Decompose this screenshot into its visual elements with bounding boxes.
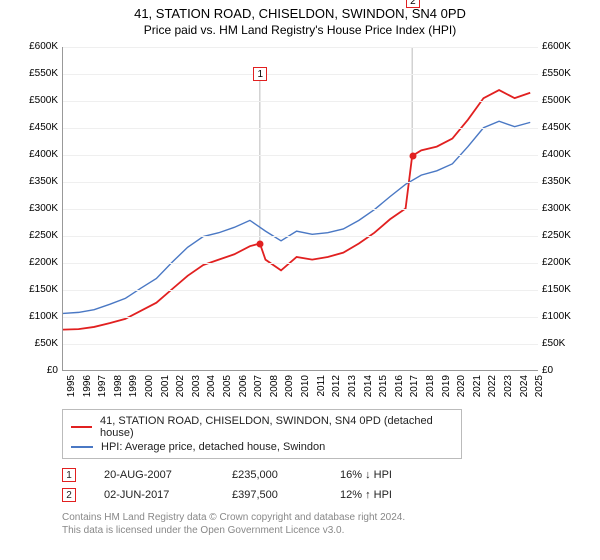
y-axis-label-left: £150K bbox=[20, 284, 58, 295]
y-axis-label-left: £550K bbox=[20, 68, 58, 79]
y-axis-label-left: £100K bbox=[20, 311, 58, 322]
x-axis-label: 2018 bbox=[425, 375, 436, 405]
sale-dot bbox=[409, 153, 416, 160]
y-axis-label-right: £100K bbox=[542, 311, 580, 322]
y-axis-label-right: £600K bbox=[542, 41, 580, 52]
sale-diff: 12% ↑ HPI bbox=[340, 489, 420, 501]
sale-marker-box: 1 bbox=[253, 67, 267, 81]
sale-date: 02-JUN-2017 bbox=[104, 489, 204, 501]
sale-diff: 16% ↓ HPI bbox=[340, 469, 420, 481]
x-axis-label: 1996 bbox=[82, 375, 93, 405]
legend-label: HPI: Average price, detached house, Swin… bbox=[101, 441, 325, 453]
x-axis-label: 2009 bbox=[284, 375, 295, 405]
chart-area: 12 £0 £0 £50K £50K £100K £100K £150K £150K £200K… bbox=[20, 43, 580, 403]
y-axis-label-left: £200K bbox=[20, 257, 58, 268]
y-axis-label-left: £250K bbox=[20, 230, 58, 241]
y-axis-label-left: £500K bbox=[20, 95, 58, 106]
x-axis-label: 2022 bbox=[487, 375, 498, 405]
sale-price: £235,000 bbox=[232, 469, 312, 481]
sale-price: £397,500 bbox=[232, 489, 312, 501]
y-axis-label-right: £300K bbox=[542, 203, 580, 214]
x-axis-label: 2025 bbox=[534, 375, 545, 405]
y-axis-label-right: £0 bbox=[542, 365, 580, 376]
y-axis-label-right: £500K bbox=[542, 95, 580, 106]
x-axis-label: 1997 bbox=[97, 375, 108, 405]
plot-region: 12 bbox=[62, 47, 538, 371]
legend-swatch bbox=[71, 426, 92, 428]
y-axis-label-left: £400K bbox=[20, 149, 58, 160]
legend-item: 41, STATION ROAD, CHISELDON, SWINDON, SN… bbox=[71, 414, 453, 440]
x-axis-label: 2011 bbox=[316, 375, 327, 405]
footer: Contains HM Land Registry data © Crown c… bbox=[20, 505, 580, 537]
y-axis-label-right: £150K bbox=[542, 284, 580, 295]
x-axis-label: 2007 bbox=[253, 375, 264, 405]
series-line bbox=[63, 121, 530, 313]
sale-dot bbox=[257, 241, 264, 248]
x-axis-label: 2005 bbox=[222, 375, 233, 405]
legend: 41, STATION ROAD, CHISELDON, SWINDON, SN… bbox=[62, 409, 462, 459]
chart-title: 41, STATION ROAD, CHISELDON, SWINDON, SN… bbox=[0, 0, 600, 21]
x-axis-label: 2023 bbox=[503, 375, 514, 405]
x-axis-label: 2006 bbox=[238, 375, 249, 405]
y-axis-label-right: £350K bbox=[542, 176, 580, 187]
x-axis-label: 2008 bbox=[269, 375, 280, 405]
y-axis-label-right: £400K bbox=[542, 149, 580, 160]
x-axis-label: 2001 bbox=[160, 375, 171, 405]
sale-row: 1 20-AUG-2007 £235,000 16% ↓ HPI bbox=[20, 465, 580, 485]
y-axis-label-left: £350K bbox=[20, 176, 58, 187]
x-axis-label: 2020 bbox=[456, 375, 467, 405]
y-axis-label-right: £450K bbox=[542, 122, 580, 133]
x-axis-label: 2012 bbox=[331, 375, 342, 405]
sale-row: 2 02-JUN-2017 £397,500 12% ↑ HPI bbox=[20, 485, 580, 505]
y-axis-label-left: £0 bbox=[20, 365, 58, 376]
y-axis-label-right: £50K bbox=[542, 338, 580, 349]
info-block: 41, STATION ROAD, CHISELDON, SWINDON, SN… bbox=[20, 409, 580, 537]
y-axis-label-left: £600K bbox=[20, 41, 58, 52]
y-axis-label-right: £200K bbox=[542, 257, 580, 268]
legend-swatch bbox=[71, 446, 93, 448]
y-axis-label-left: £50K bbox=[20, 338, 58, 349]
x-axis-label: 2004 bbox=[206, 375, 217, 405]
x-axis-label: 2017 bbox=[409, 375, 420, 405]
sale-marker-box: 2 bbox=[406, 0, 420, 8]
x-axis-label: 2024 bbox=[519, 375, 530, 405]
x-axis-label: 2003 bbox=[191, 375, 202, 405]
sale-index-box: 2 bbox=[62, 488, 76, 502]
x-axis-label: 2015 bbox=[378, 375, 389, 405]
footer-line-2: This data is licensed under the Open Gov… bbox=[62, 524, 580, 537]
y-axis-label-left: £300K bbox=[20, 203, 58, 214]
x-axis-label: 2019 bbox=[441, 375, 452, 405]
legend-label: 41, STATION ROAD, CHISELDON, SWINDON, SN… bbox=[100, 415, 453, 439]
x-axis-label: 2016 bbox=[394, 375, 405, 405]
x-axis-label: 2010 bbox=[300, 375, 311, 405]
x-axis-label: 2014 bbox=[363, 375, 374, 405]
x-axis-label: 2021 bbox=[472, 375, 483, 405]
y-axis-label-right: £250K bbox=[542, 230, 580, 241]
sale-date: 20-AUG-2007 bbox=[104, 469, 204, 481]
x-axis-label: 2002 bbox=[175, 375, 186, 405]
x-axis-label: 1995 bbox=[66, 375, 77, 405]
x-axis-label: 1998 bbox=[113, 375, 124, 405]
x-axis-label: 2013 bbox=[347, 375, 358, 405]
x-axis-label: 2000 bbox=[144, 375, 155, 405]
y-axis-label-left: £450K bbox=[20, 122, 58, 133]
legend-item: HPI: Average price, detached house, Swin… bbox=[71, 440, 453, 454]
chart-subtitle: Price paid vs. HM Land Registry's House … bbox=[0, 21, 600, 43]
footer-line-1: Contains HM Land Registry data © Crown c… bbox=[62, 511, 580, 524]
sales-table: 1 20-AUG-2007 £235,000 16% ↓ HPI 2 02-JUN-201… bbox=[20, 465, 580, 505]
y-axis-label-right: £550K bbox=[542, 68, 580, 79]
x-axis-label: 1999 bbox=[128, 375, 139, 405]
sale-index-box: 1 bbox=[62, 468, 76, 482]
